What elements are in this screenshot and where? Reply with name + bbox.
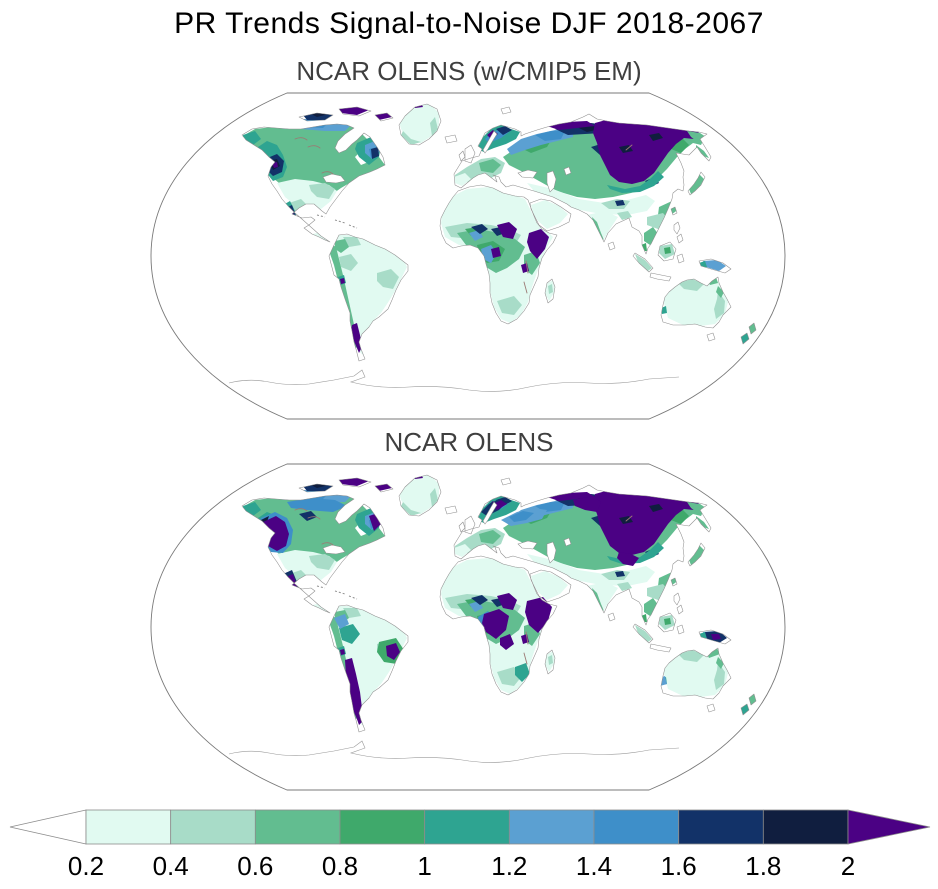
map-top <box>150 92 786 420</box>
colorbar-segment <box>85 809 172 845</box>
colorbar-tick-label: 1.6 <box>661 851 697 881</box>
colorbar: 0.2 0.4 0.6 0.8 1 1.2 1.4 1.6 1.8 2 <box>9 809 931 881</box>
figure-title: PR Trends Signal-to-Noise DJF 2018-2067 <box>174 7 764 40</box>
colorbar-tick-label: 2 <box>841 851 855 881</box>
colorbar-under-arrow <box>9 809 87 845</box>
colorbar-segment <box>424 809 510 845</box>
antarctica-coastline <box>228 740 680 763</box>
antarctica-coastline <box>228 369 680 392</box>
colorbar-segment <box>170 809 256 845</box>
colorbar-tick-label: 0.4 <box>153 851 189 881</box>
colorbar-over-arrow <box>847 809 931 845</box>
panel-bottom-title: NCAR OLENS <box>384 427 554 457</box>
colorbar-tick-label: 1.8 <box>745 851 781 881</box>
panel-top-title: NCAR OLENS (w/CMIP5 EM) <box>296 56 642 86</box>
colorbar-segment <box>762 809 849 845</box>
map-bottom <box>150 463 786 791</box>
colorbar-tick-label: 1.2 <box>491 851 527 881</box>
colorbar-tick-label: 1 <box>417 851 431 881</box>
colorbar-segment <box>593 809 680 845</box>
colorbar-segment <box>339 809 426 845</box>
colorbar-tick-label: 1.4 <box>576 851 612 881</box>
colorbar-tick-label: 0.8 <box>322 851 358 881</box>
colorbar-segment <box>678 809 764 845</box>
colorbar-tick-label: 0.6 <box>237 851 273 881</box>
colorbar-tick-label: 0.2 <box>68 851 104 881</box>
colorbar-segment <box>508 809 595 845</box>
colorbar-segment <box>254 809 341 845</box>
